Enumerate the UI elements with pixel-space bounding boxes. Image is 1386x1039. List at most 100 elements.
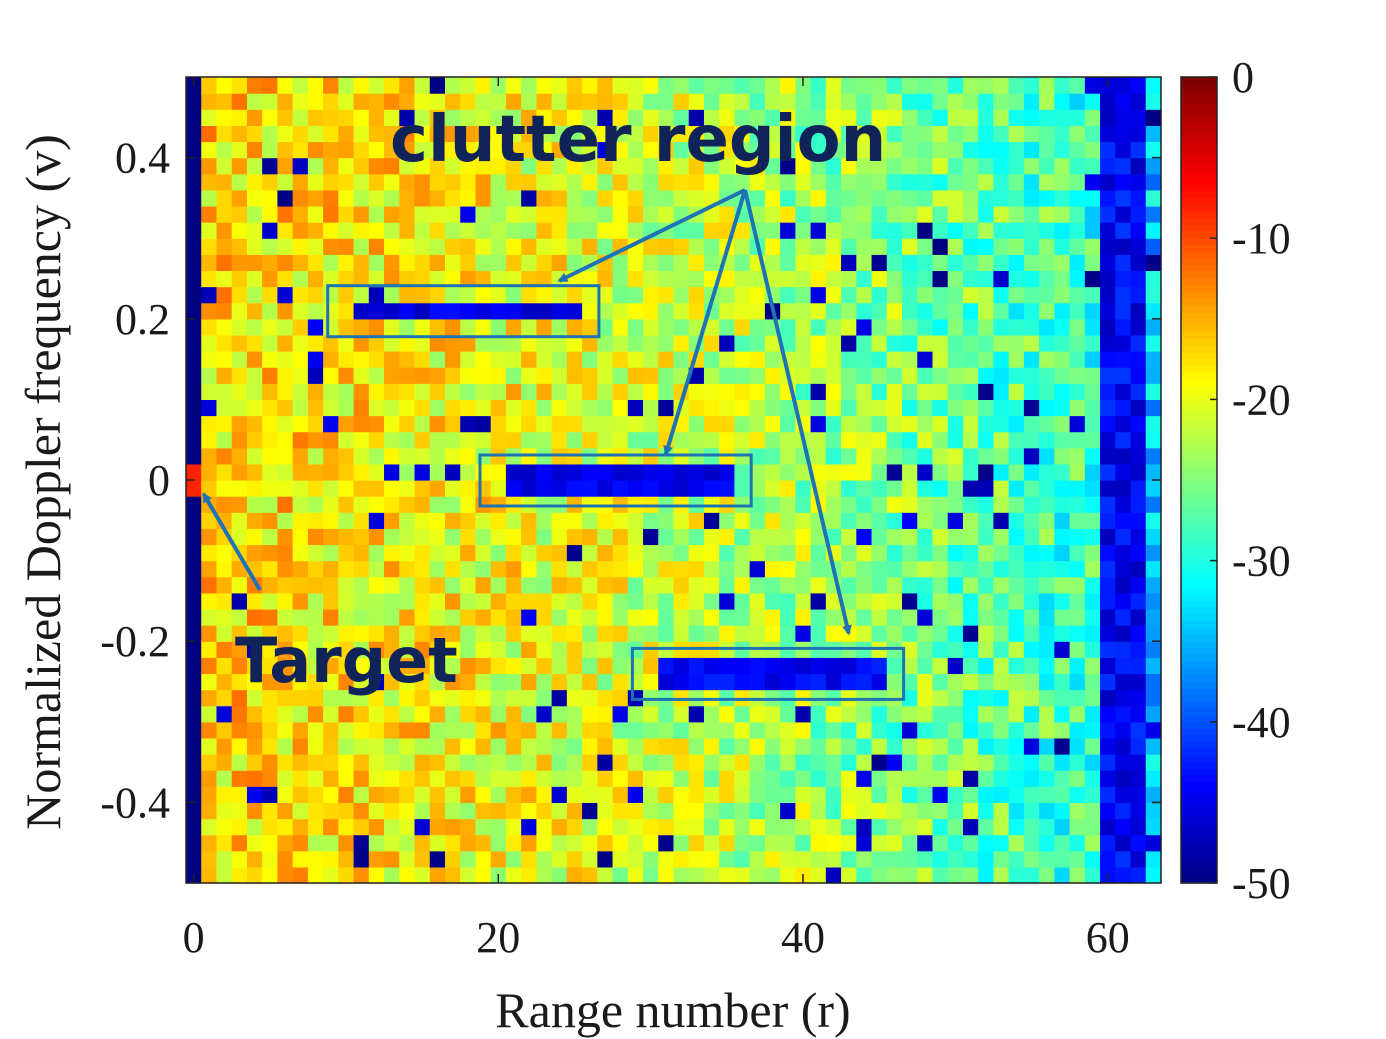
heatmap-cell (368, 463, 385, 481)
heatmap-cell (1130, 93, 1147, 110)
heatmap-cell (932, 608, 949, 626)
heatmap-cell (277, 367, 294, 384)
heatmap-cell (962, 705, 979, 723)
heatmap-cell (673, 576, 690, 594)
heatmap-cell (246, 334, 263, 352)
heatmap-cell (490, 480, 507, 497)
heatmap-cell (856, 157, 873, 175)
heatmap-cell (597, 560, 614, 578)
heatmap-cell (643, 850, 659, 868)
heatmap-cell (962, 270, 979, 288)
heatmap-cell (414, 689, 431, 707)
heatmap-cell (764, 93, 781, 110)
colorbar-tick-label: -10 (1232, 214, 1291, 263)
heatmap-cell (490, 737, 507, 755)
heatmap-cell (246, 173, 263, 191)
heatmap-cell (1145, 625, 1162, 642)
heatmap-cell (460, 866, 477, 884)
heatmap-cell (566, 334, 583, 352)
heatmap-cell (505, 705, 522, 723)
heatmap-cell (764, 657, 781, 675)
heatmap-cell (338, 496, 355, 513)
heatmap-cell (1100, 818, 1116, 836)
heatmap-cell (216, 351, 233, 368)
colorbar-swatch (1181, 829, 1217, 837)
heatmap-cell (1023, 705, 1040, 723)
heatmap-cell (1023, 689, 1040, 707)
heatmap-cell (597, 125, 614, 143)
colorbar-swatch (1181, 849, 1217, 857)
heatmap-cell (917, 818, 934, 836)
heatmap-cell (932, 850, 949, 868)
heatmap-cell (384, 866, 400, 884)
heatmap-cell (871, 512, 888, 529)
heatmap-cell (399, 786, 416, 803)
heatmap-cell (475, 592, 492, 610)
heatmap-cell (856, 77, 873, 94)
heatmap-cell (231, 754, 248, 771)
heatmap-cell (490, 770, 507, 787)
heatmap-cell (1023, 786, 1040, 803)
heatmap-cell (262, 512, 278, 529)
heatmap-cell (307, 254, 324, 272)
heatmap-cell (612, 673, 629, 691)
heatmap-cell (277, 673, 294, 691)
heatmap-cell (292, 560, 309, 578)
heatmap-cell (749, 576, 766, 594)
heatmap-cell (597, 351, 614, 368)
heatmap-cell (414, 463, 431, 481)
heatmap-cell (1145, 673, 1162, 691)
heatmap-cell (353, 157, 370, 175)
heatmap-cell (795, 318, 812, 336)
heatmap-cell (384, 608, 400, 626)
heatmap-cell (688, 834, 705, 852)
colorbar-swatch (1181, 291, 1217, 300)
heatmap-cell (292, 254, 309, 272)
heatmap-cell (871, 157, 888, 175)
heatmap-cell (307, 351, 324, 368)
heatmap-cell (1100, 689, 1116, 707)
heatmap-cell (749, 286, 766, 304)
heatmap-cell (490, 238, 507, 255)
heatmap-cell (947, 850, 964, 868)
heatmap-cell (277, 318, 294, 336)
heatmap-cell (353, 205, 370, 223)
heatmap-cell (444, 109, 461, 126)
heatmap-cell (246, 302, 263, 320)
heatmap-cell (505, 866, 522, 884)
heatmap-cell (353, 93, 370, 110)
colorbar-swatch (1181, 788, 1217, 797)
heatmap-cell (429, 786, 446, 803)
heatmap-cell (384, 415, 400, 433)
heatmap-cell (1039, 351, 1055, 368)
heatmap-cell (246, 415, 263, 433)
heatmap-cell (703, 93, 720, 110)
heatmap-cell (323, 447, 339, 465)
heatmap-cell (429, 818, 446, 836)
heatmap-cell (368, 657, 385, 675)
heatmap-cell (947, 480, 964, 497)
heatmap-cell (688, 866, 705, 884)
heatmap-cell (643, 367, 659, 384)
heatmap-cell (475, 625, 492, 642)
heatmap-cell (429, 689, 446, 707)
colorbar-swatch (1181, 540, 1217, 548)
heatmap-cell (566, 141, 583, 159)
colorbar-swatch (1181, 144, 1217, 152)
heatmap-cell (810, 141, 827, 159)
heatmap-cell (703, 625, 720, 642)
heatmap-cell (993, 189, 1010, 207)
heatmap-cell (902, 770, 918, 787)
heatmap-cell (444, 141, 461, 159)
heatmap-cell (795, 592, 812, 610)
heatmap-cell (566, 173, 583, 191)
heatmap-cell (368, 334, 385, 352)
heatmap-cell (292, 222, 309, 239)
heatmap-cell (231, 608, 248, 626)
heatmap-cell (856, 286, 873, 304)
heatmap-cell (536, 754, 553, 771)
heatmap-cell (688, 189, 705, 207)
heatmap-cell (429, 866, 446, 884)
heatmap-cell (444, 705, 461, 723)
heatmap-cell (475, 834, 492, 852)
